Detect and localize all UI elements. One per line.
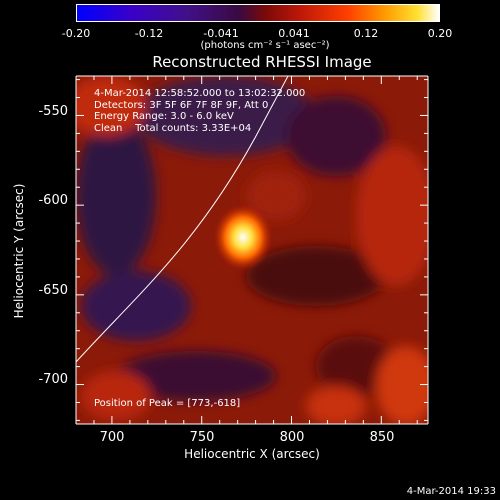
colorbar-tick: -0.20: [61, 27, 91, 40]
detectors-text: Detectors: 3F 5F 6F 7F 8F 9F, Att 0: [94, 99, 269, 111]
image-title: Reconstructed RHESSI Image: [152, 53, 372, 71]
rhessi-image: [76, 76, 428, 424]
energy-range-text: Energy Range: 3.0 - 6.0 keV: [94, 111, 234, 122]
x-tick-label: 850: [369, 430, 395, 445]
time-range: 4-Mar-2014 12:58:52.000 to 13:02:32.000: [94, 88, 306, 99]
emission-pattern: [76, 76, 428, 424]
y-axis-label: Heliocentric Y (arcsec): [12, 183, 26, 319]
observation-info: 4-Mar-2014 12:58:52.000 to 13:02:32.000 D…: [94, 88, 305, 134]
y-tick-label: -600: [38, 193, 68, 208]
colorbar-tick: 0.041: [278, 27, 310, 40]
colorbar-tick: 0.20: [427, 27, 453, 40]
colorbar-tick: -0.12: [134, 27, 164, 40]
timestamp: 4-Mar-2014 19:33: [406, 486, 496, 497]
x-axis-label: Heliocentric X (arcsec): [184, 447, 320, 461]
y-tick-label: -550: [38, 104, 68, 119]
x-tick-label: 750: [189, 430, 215, 445]
colorbar-panel: -0.20 -0.12 -0.041 0.041 0.12 0.20 (phot…: [0, 0, 500, 60]
colorbar: [76, 4, 440, 22]
colorbar-tick: 0.12: [353, 27, 379, 40]
colorbar-units: (photons cm⁻² s⁻¹ asec⁻²): [200, 40, 330, 51]
y-tick-label: -650: [38, 283, 68, 298]
y-tick-label: -700: [38, 372, 68, 387]
colorbar-tick: -0.041: [203, 27, 239, 40]
x-tick-label: 700: [99, 430, 125, 445]
clean-counts-text: Clean Total counts: 3.33E+04: [94, 122, 252, 134]
x-tick-label: 800: [279, 430, 305, 445]
solar-limb-line: [76, 76, 289, 363]
peak-source: [213, 203, 274, 272]
peak-position-text: Position of Peak = [773,-618]: [94, 398, 241, 409]
